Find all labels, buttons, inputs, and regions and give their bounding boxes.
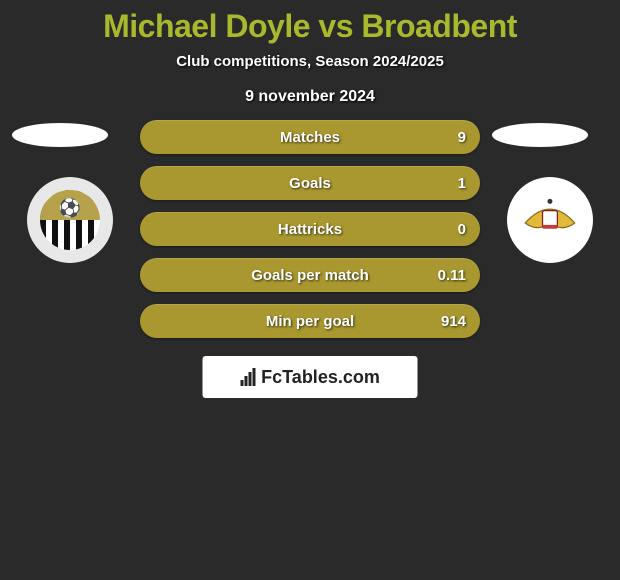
branding-text: FcTables.com (261, 367, 380, 388)
stats-area: Matches 9 Goals 1 Hattricks 0 Goals per match 0… (140, 120, 480, 350)
stat-row: Matches 9 (140, 120, 480, 154)
club-crest-right-icon (519, 189, 581, 251)
page-title: Michael Doyle vs Broadbent (0, 0, 620, 45)
player-left-marker (12, 123, 108, 147)
chart-bars-icon (240, 368, 255, 386)
stat-row: Goals per match 0.11 (140, 258, 480, 292)
stat-row: Goals 1 (140, 166, 480, 200)
stat-label: Goals (289, 175, 331, 192)
stat-value-right: 914 (441, 313, 466, 330)
stat-label: Goals per match (251, 267, 369, 284)
stat-value-right: 1 (458, 175, 466, 192)
club-badge-left (27, 177, 113, 263)
stat-value-right: 9 (458, 129, 466, 146)
stat-value-right: 0 (458, 221, 466, 238)
stat-label: Min per goal (266, 313, 354, 330)
club-badge-right (507, 177, 593, 263)
branding-badge: FcTables.com (203, 356, 418, 398)
comparison-infographic: Michael Doyle vs Broadbent Club competit… (0, 0, 620, 580)
stat-row: Min per goal 914 (140, 304, 480, 338)
club-crest-left-icon (40, 190, 100, 250)
date-line: 9 november 2024 (0, 88, 620, 106)
subtitle: Club competitions, Season 2024/2025 (0, 53, 620, 70)
stat-label: Hattricks (278, 221, 342, 238)
stat-label: Matches (280, 129, 340, 146)
stat-value-right: 0.11 (438, 267, 466, 284)
stat-row: Hattricks 0 (140, 212, 480, 246)
player-right-marker (492, 123, 588, 147)
